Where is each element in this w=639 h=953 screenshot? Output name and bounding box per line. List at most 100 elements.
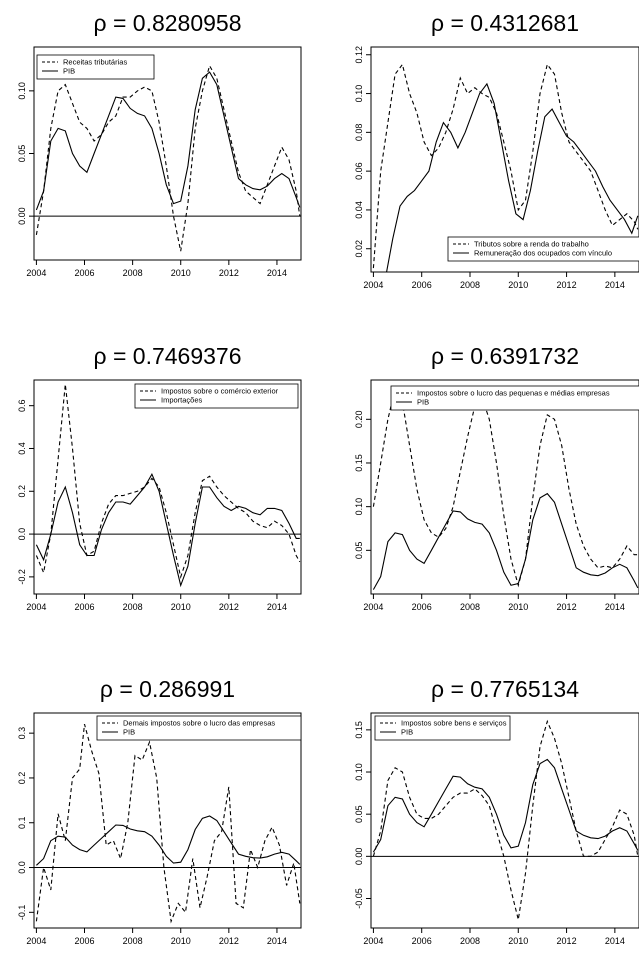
x-tick-label: 2004 <box>26 936 46 946</box>
x-tick-label: 2004 <box>363 936 383 946</box>
y-tick-label: 0.06 <box>354 162 364 180</box>
legend: Demais impostos sobre o lucro das empres… <box>96 715 302 741</box>
x-tick-label: 2004 <box>26 602 46 612</box>
legend-label: PIB <box>401 728 413 737</box>
legend: Tributos sobre a renda do trabalhoRemune… <box>447 236 639 262</box>
y-tick-label: 0.1 <box>17 816 27 829</box>
x-tick-label: 2006 <box>74 268 94 278</box>
x-tick-label: 2008 <box>460 280 480 290</box>
legend-label: Impostos sobre o comércio exterior <box>161 387 279 396</box>
y-tick-label: 0.15 <box>354 454 364 472</box>
legend-label: Impostos sobre o lucro das pequenas e mé… <box>417 389 610 398</box>
series-line-1 <box>372 63 639 269</box>
y-tick-label: 0.0 <box>17 528 27 541</box>
x-tick-label: 2010 <box>508 936 528 946</box>
y-tick-label: 0.00 <box>354 848 364 866</box>
y-tick-label: 0.0 <box>17 861 27 874</box>
legend-label: Tributos sobre a renda do trabalho <box>474 240 589 249</box>
y-tick-label: 0.08 <box>354 124 364 142</box>
x-tick-label: 2006 <box>412 602 432 612</box>
y-tick-label: 0.10 <box>17 82 27 100</box>
legend-box <box>36 54 155 80</box>
x-tick-label: 2012 <box>557 936 577 946</box>
chart-panel-4: ρ = 0.6391732 2004 2006 2008 2010 2012 2014 0.0… <box>354 343 639 612</box>
y-tick-label: 0.4 <box>17 442 27 455</box>
x-tick-label: 2012 <box>219 936 239 946</box>
legend-label: PIB <box>123 728 135 737</box>
y-tick-label: 0.04 <box>354 201 364 219</box>
y-tick-label: 0.6 <box>17 399 27 412</box>
x-tick-label: 2012 <box>557 602 577 612</box>
series-line-2 <box>35 472 300 588</box>
x-tick-label: 2004 <box>363 280 383 290</box>
x-tick-label: 2006 <box>412 280 432 290</box>
legend: Impostos sobre o lucro das pequenas e mé… <box>390 385 639 411</box>
y-tick-label: 0.2 <box>17 485 27 498</box>
x-tick-label: 2014 <box>267 936 287 946</box>
x-tick-label: 2004 <box>26 268 46 278</box>
chart-panel-1: ρ = 0.8280958 2004 2006 2008 2010 2012 2014 0.0… <box>17 10 302 278</box>
plot-frame <box>370 712 639 929</box>
y-tick-label: -0.2 <box>17 569 27 585</box>
chart-panel-6: ρ = 0.7765134 2004 2006 2008 2010 2012 2014 -0.… <box>354 676 639 946</box>
y-tick-label: 0.05 <box>354 542 364 560</box>
x-tick-label: 2006 <box>74 602 94 612</box>
x-tick-label: 2014 <box>267 602 287 612</box>
x-tick-label: 2006 <box>412 936 432 946</box>
series-line-1 <box>372 387 638 588</box>
legend-box <box>96 715 302 741</box>
chart-panel-3: ρ = 0.7469376 2004 2006 2008 2010 2012 2014 -0.… <box>17 343 302 612</box>
y-tick-label: -0.1 <box>17 905 27 921</box>
x-tick-label: 2004 <box>363 602 383 612</box>
x-tick-label: 2014 <box>605 936 625 946</box>
x-tick-label: 2012 <box>557 280 577 290</box>
legend-label: PIB <box>63 67 75 76</box>
x-tick-label: 2012 <box>219 268 239 278</box>
y-tick-label: 0.02 <box>354 240 364 258</box>
plot-frame <box>33 712 302 929</box>
chart-title: ρ = 0.4312681 <box>431 10 579 36</box>
x-tick-label: 2010 <box>508 280 528 290</box>
chart-panel-2: ρ = 0.4312681 2004 2006 2008 2010 2012 2014 0.0… <box>354 10 639 290</box>
series-line-1 <box>372 719 639 920</box>
x-tick-label: 2010 <box>171 602 191 612</box>
legend-label: Demais impostos sobre o lucro das empres… <box>123 719 275 728</box>
chart-panel-5: ρ = 0.286991 2004 2006 2008 2010 2012 2014 -0.1… <box>17 676 302 946</box>
chart-title: ρ = 0.8280958 <box>93 10 241 36</box>
y-tick-label: 0.10 <box>354 763 364 781</box>
y-tick-label: -0.05 <box>354 888 364 909</box>
series-line-2 <box>36 815 301 866</box>
legend-label: Impostos sobre bens e serviços <box>401 719 507 728</box>
chart-title: ρ = 0.286991 <box>100 676 235 702</box>
series-line-2 <box>372 492 639 590</box>
x-tick-label: 2010 <box>508 602 528 612</box>
plot-frame <box>33 379 302 595</box>
plot-frame <box>370 379 639 595</box>
series-line-2 <box>372 758 639 853</box>
legend-label: Importações <box>161 396 203 405</box>
x-tick-label: 2008 <box>460 602 480 612</box>
y-tick-label: 0.10 <box>354 498 364 516</box>
chart-title: ρ = 0.7469376 <box>93 343 241 369</box>
y-tick-label: 0.00 <box>17 207 27 225</box>
y-tick-label: 0.2 <box>17 772 27 785</box>
x-tick-label: 2008 <box>123 936 143 946</box>
x-tick-label: 2008 <box>460 936 480 946</box>
y-tick-label: 0.20 <box>354 411 364 429</box>
x-tick-label: 2008 <box>123 602 143 612</box>
x-tick-label: 2006 <box>74 936 94 946</box>
series-line-2 <box>35 71 301 211</box>
series-line-1 <box>35 64 301 252</box>
legend-box <box>390 385 639 411</box>
x-tick-label: 2012 <box>219 602 239 612</box>
y-tick-label: 0.3 <box>17 727 27 740</box>
x-tick-label: 2010 <box>171 268 191 278</box>
series-line-1 <box>35 724 301 924</box>
chart-title: ρ = 0.7765134 <box>431 676 579 702</box>
legend-label: PIB <box>417 398 429 407</box>
x-tick-label: 2008 <box>123 268 143 278</box>
x-tick-label: 2010 <box>171 936 191 946</box>
